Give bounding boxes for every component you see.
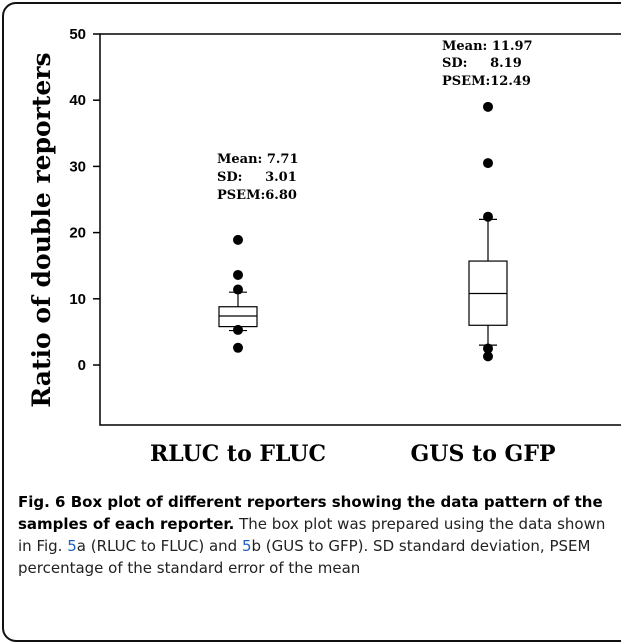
y-tick-label: 40: [69, 92, 86, 109]
plot-area: [100, 34, 621, 425]
y-axis-title: Ratio of double reporters: [27, 52, 56, 407]
outlier-point: [483, 158, 493, 168]
box-plot-chart: Ratio of double reporters 0 10 20 30 40 50 Me…: [0, 0, 621, 490]
caption-link-fig-5b[interactable]: 5: [242, 537, 252, 555]
y-axis-ticks: 0 10 20 30 40 50: [69, 26, 100, 374]
caption-link-fig-5a[interactable]: 5: [67, 537, 77, 555]
y-tick-label: 20: [69, 225, 86, 242]
stat-psem-label: PSEM:12.49: [442, 74, 531, 89]
stat-sd-label: SD: 8.19: [442, 56, 522, 71]
outlier-point: [233, 285, 243, 295]
y-tick-label: 30: [69, 158, 86, 175]
figure-caption: Fig. 6 Box plot of different reporters s…: [18, 491, 618, 579]
caption-text-2: a (RLUC to FLUC) and: [77, 537, 242, 555]
category-label-rluc-to-fluc: RLUC to FLUC: [150, 441, 326, 467]
y-axis-title-group: Ratio of double reporters: [27, 52, 56, 407]
box-rluc-to-fluc: Mean: 7.71 SD: 3.01 PSEM:6.80: [217, 152, 299, 353]
y-tick-label: 0: [78, 357, 86, 374]
box-gus-to-gfp: Mean: 11.97 SD: 8.19 PSEM:12.49: [442, 39, 533, 361]
iqr-box: [219, 307, 257, 327]
stat-mean-label: Mean: 7.71: [217, 152, 299, 167]
y-tick-label: 50: [69, 26, 86, 43]
stat-sd-label: SD: 3.01: [217, 170, 297, 185]
outlier-point: [233, 270, 243, 280]
box-series: Mean: 7.71 SD: 3.01 PSEM:6.80 Mean: 11.97 SD…: [217, 39, 533, 361]
outlier-point: [483, 343, 493, 353]
y-tick-label: 10: [69, 291, 86, 308]
outlier-point: [483, 212, 493, 222]
stat-psem-label: PSEM:6.80: [217, 188, 297, 203]
stat-mean-label: Mean: 11.97: [442, 39, 533, 54]
outlier-point: [233, 235, 243, 245]
category-label-gus-to-gfp: GUS to GFP: [411, 441, 556, 467]
outlier-point: [483, 102, 493, 112]
outlier-point: [233, 325, 243, 335]
outlier-point: [233, 343, 243, 353]
